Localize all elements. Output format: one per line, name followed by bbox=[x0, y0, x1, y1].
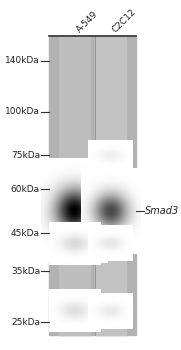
Text: 140kDa: 140kDa bbox=[5, 56, 40, 65]
Text: 45kDa: 45kDa bbox=[11, 229, 40, 238]
Text: 60kDa: 60kDa bbox=[11, 185, 40, 194]
Bar bbox=[95, 36, 126, 335]
Text: 35kDa: 35kDa bbox=[11, 267, 40, 276]
Bar bbox=[49, 36, 136, 335]
Text: A-549: A-549 bbox=[75, 9, 100, 34]
Text: 25kDa: 25kDa bbox=[11, 318, 40, 327]
Text: 100kDa: 100kDa bbox=[5, 107, 40, 116]
Text: Smad3: Smad3 bbox=[145, 206, 179, 216]
Bar bbox=[59, 36, 90, 335]
Text: C2C12: C2C12 bbox=[110, 7, 138, 34]
Text: 75kDa: 75kDa bbox=[11, 151, 40, 160]
